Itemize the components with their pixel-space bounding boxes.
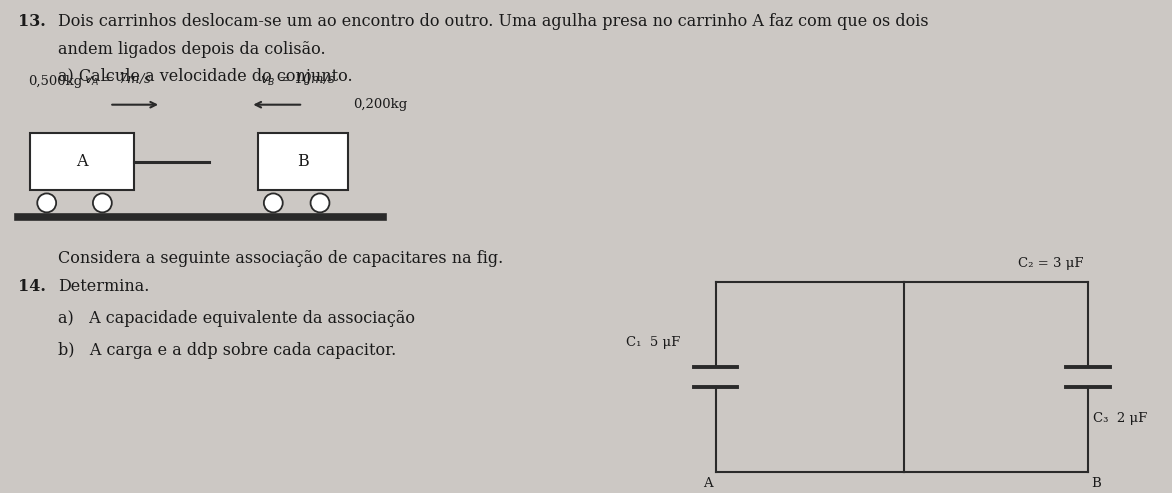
Text: B: B — [1091, 477, 1101, 490]
Circle shape — [38, 193, 56, 212]
Bar — [258, 133, 348, 190]
Text: C₃  2 μF: C₃ 2 μF — [1093, 412, 1147, 425]
Text: andem ligados depois da colisão.: andem ligados depois da colisão. — [57, 41, 326, 58]
Bar — [29, 133, 134, 190]
Text: 0,200kg: 0,200kg — [353, 98, 407, 111]
Text: A: A — [703, 477, 713, 490]
Text: 14.: 14. — [18, 278, 46, 295]
Text: C₁  5 μF: C₁ 5 μF — [627, 336, 681, 349]
Text: $v_A$ = 7m/s: $v_A$ = 7m/s — [84, 71, 152, 88]
Text: a)   A capacidade equivalente da associação: a) A capacidade equivalente da associaçã… — [57, 310, 415, 327]
Circle shape — [264, 193, 282, 212]
Text: Dois carrinhos deslocam-se um ao encontro do outro. Uma agulha presa no carrinho: Dois carrinhos deslocam-se um ao encontr… — [57, 13, 928, 30]
Text: Considera a seguinte associação de capacitares na fig.: Considera a seguinte associação de capac… — [57, 250, 503, 267]
Circle shape — [93, 193, 111, 212]
Text: A: A — [76, 153, 88, 170]
Text: b)   A carga e a ddp sobre cada capacitor.: b) A carga e a ddp sobre cada capacitor. — [57, 342, 396, 359]
Text: Determina.: Determina. — [57, 278, 149, 295]
Text: B: B — [298, 153, 309, 170]
Text: 13.: 13. — [18, 13, 46, 30]
Circle shape — [311, 193, 329, 212]
Text: 0,500kg: 0,500kg — [28, 75, 82, 88]
Text: C₂ = 3 μF: C₂ = 3 μF — [1017, 257, 1083, 270]
Text: a) Calcule a velocidade do conjunto.: a) Calcule a velocidade do conjunto. — [57, 68, 353, 85]
Text: $v_B$ = 10m/s: $v_B$ = 10m/s — [260, 71, 336, 88]
